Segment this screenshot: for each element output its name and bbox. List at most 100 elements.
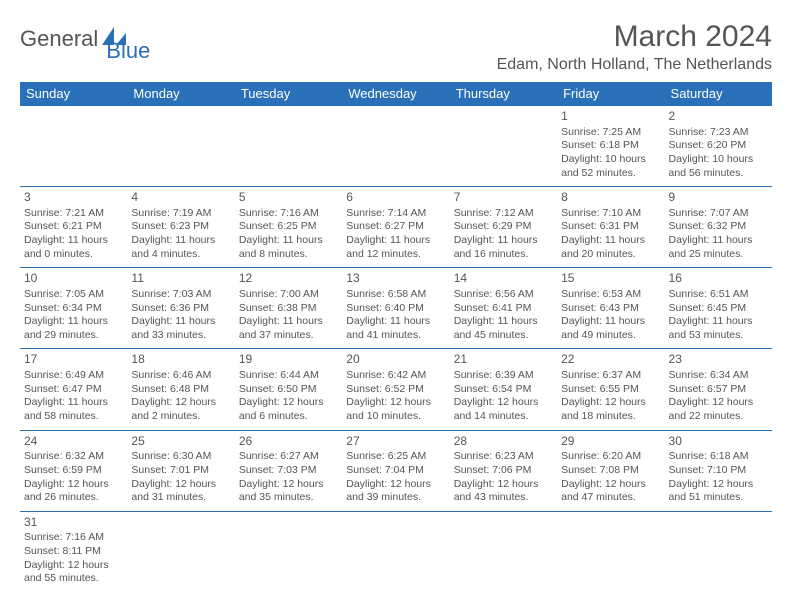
day-number: 3: [24, 190, 123, 206]
sunrise-text: Sunrise: 6:51 AM: [669, 288, 768, 302]
calendar-cell: 22Sunrise: 6:37 AMSunset: 6:55 PMDayligh…: [557, 349, 664, 430]
sunrise-text: Sunrise: 6:23 AM: [454, 450, 553, 464]
day-number: 13: [346, 271, 445, 287]
sunset-text: Sunset: 6:59 PM: [24, 464, 123, 478]
title-block: March 2024 Edam, North Holland, The Neth…: [497, 20, 772, 74]
day-number: 6: [346, 190, 445, 206]
day-number: 23: [669, 352, 768, 368]
daylight-text: Daylight: 10 hours and 56 minutes.: [669, 153, 768, 180]
daylight-text: Daylight: 12 hours and 47 minutes.: [561, 478, 660, 505]
day-number: 26: [239, 434, 338, 450]
sunset-text: Sunset: 6:48 PM: [131, 383, 230, 397]
sunset-text: Sunset: 6:23 PM: [131, 220, 230, 234]
sunrise-text: Sunrise: 7:14 AM: [346, 207, 445, 221]
calendar-cell: 27Sunrise: 6:25 AMSunset: 7:04 PMDayligh…: [342, 430, 449, 511]
sunrise-text: Sunrise: 7:05 AM: [24, 288, 123, 302]
day-number: 24: [24, 434, 123, 450]
calendar-cell: 13Sunrise: 6:58 AMSunset: 6:40 PMDayligh…: [342, 268, 449, 349]
daylight-text: Daylight: 11 hours and 53 minutes.: [669, 315, 768, 342]
sunrise-text: Sunrise: 7:25 AM: [561, 126, 660, 140]
daylight-text: Daylight: 11 hours and 16 minutes.: [454, 234, 553, 261]
daylight-text: Daylight: 12 hours and 2 minutes.: [131, 396, 230, 423]
sunrise-text: Sunrise: 6:42 AM: [346, 369, 445, 383]
calendar-cell: 18Sunrise: 6:46 AMSunset: 6:48 PMDayligh…: [127, 349, 234, 430]
sunset-text: Sunset: 6:34 PM: [24, 302, 123, 316]
day-header: Friday: [557, 82, 664, 106]
calendar-cell: 21Sunrise: 6:39 AMSunset: 6:54 PMDayligh…: [450, 349, 557, 430]
calendar-cell: 8Sunrise: 7:10 AMSunset: 6:31 PMDaylight…: [557, 187, 664, 268]
sunset-text: Sunset: 6:50 PM: [239, 383, 338, 397]
calendar-cell: 24Sunrise: 6:32 AMSunset: 6:59 PMDayligh…: [20, 430, 127, 511]
calendar-cell: 26Sunrise: 6:27 AMSunset: 7:03 PMDayligh…: [235, 430, 342, 511]
sunrise-text: Sunrise: 6:37 AM: [561, 369, 660, 383]
sunset-text: Sunset: 6:27 PM: [346, 220, 445, 234]
sunrise-text: Sunrise: 6:20 AM: [561, 450, 660, 464]
day-number: 5: [239, 190, 338, 206]
day-number: 25: [131, 434, 230, 450]
day-number: 20: [346, 352, 445, 368]
sunset-text: Sunset: 6:45 PM: [669, 302, 768, 316]
sunset-text: Sunset: 6:31 PM: [561, 220, 660, 234]
calendar-table: SundayMondayTuesdayWednesdayThursdayFrid…: [20, 82, 772, 592]
sunset-text: Sunset: 6:21 PM: [24, 220, 123, 234]
sunset-text: Sunset: 7:03 PM: [239, 464, 338, 478]
sunrise-text: Sunrise: 7:16 AM: [239, 207, 338, 221]
calendar-cell: 4Sunrise: 7:19 AMSunset: 6:23 PMDaylight…: [127, 187, 234, 268]
day-header: Wednesday: [342, 82, 449, 106]
sunrise-text: Sunrise: 7:00 AM: [239, 288, 338, 302]
calendar-row: 1Sunrise: 7:25 AMSunset: 6:18 PMDaylight…: [20, 106, 772, 187]
sunrise-text: Sunrise: 6:53 AM: [561, 288, 660, 302]
day-header: Thursday: [450, 82, 557, 106]
day-number: 17: [24, 352, 123, 368]
sunset-text: Sunset: 6:38 PM: [239, 302, 338, 316]
calendar-cell-empty: [450, 511, 557, 592]
sunset-text: Sunset: 7:01 PM: [131, 464, 230, 478]
daylight-text: Daylight: 11 hours and 49 minutes.: [561, 315, 660, 342]
sunrise-text: Sunrise: 7:03 AM: [131, 288, 230, 302]
calendar-cell-empty: [235, 511, 342, 592]
calendar-cell: 15Sunrise: 6:53 AMSunset: 6:43 PMDayligh…: [557, 268, 664, 349]
calendar-row: 3Sunrise: 7:21 AMSunset: 6:21 PMDaylight…: [20, 187, 772, 268]
daylight-text: Daylight: 11 hours and 41 minutes.: [346, 315, 445, 342]
calendar-row: 24Sunrise: 6:32 AMSunset: 6:59 PM Dayligh…: [20, 430, 772, 511]
calendar-cell: 30Sunrise: 6:18 AMSunset: 7:10 PMDayligh…: [665, 430, 772, 511]
day-number: 27: [346, 434, 445, 450]
sunset-text: Sunset: 6:43 PM: [561, 302, 660, 316]
daylight-text: Daylight: 12 hours and 18 minutes.: [561, 396, 660, 423]
calendar-cell: 17Sunrise: 6:49 AMSunset: 6:47 PMDayligh…: [20, 349, 127, 430]
sunrise-text: Sunrise: 7:07 AM: [669, 207, 768, 221]
day-header: Sunday: [20, 82, 127, 106]
sunrise-text: Sunrise: 6:49 AM: [24, 369, 123, 383]
sunset-text: Sunset: 6:32 PM: [669, 220, 768, 234]
calendar-cell: 31Sunrise: 7:16 AMSunset: 8:11 PMDayligh…: [20, 511, 127, 592]
sunset-text: Sunset: 6:52 PM: [346, 383, 445, 397]
sunrise-text: Sunrise: 6:56 AM: [454, 288, 553, 302]
daylight-text: Daylight: 12 hours and 43 minutes.: [454, 478, 553, 505]
sunset-text: Sunset: 6:20 PM: [669, 139, 768, 153]
daylight-text: Daylight: 11 hours and 29 minutes.: [24, 315, 123, 342]
calendar-cell: 16Sunrise: 6:51 AMSunset: 6:45 PMDayligh…: [665, 268, 772, 349]
sunset-text: Sunset: 6:40 PM: [346, 302, 445, 316]
day-number: 21: [454, 352, 553, 368]
day-number: 8: [561, 190, 660, 206]
sunrise-text: Sunrise: 6:27 AM: [239, 450, 338, 464]
calendar-row: 10Sunrise: 7:05 AMSunset: 6:34 PMDayligh…: [20, 268, 772, 349]
calendar-cell: 6Sunrise: 7:14 AMSunset: 6:27 PMDaylight…: [342, 187, 449, 268]
day-number: 10: [24, 271, 123, 287]
calendar-cell: 9Sunrise: 7:07 AMSunset: 6:32 PMDaylight…: [665, 187, 772, 268]
sunset-text: Sunset: 6:29 PM: [454, 220, 553, 234]
logo: General Blue: [20, 26, 174, 52]
sunrise-text: Sunrise: 6:32 AM: [24, 450, 123, 464]
calendar-cell-empty: [450, 106, 557, 187]
sunset-text: Sunset: 6:25 PM: [239, 220, 338, 234]
calendar-cell: 7Sunrise: 7:12 AMSunset: 6:29 PMDaylight…: [450, 187, 557, 268]
daylight-text: Daylight: 11 hours and 8 minutes.: [239, 234, 338, 261]
day-number: 12: [239, 271, 338, 287]
sunrise-text: Sunrise: 7:12 AM: [454, 207, 553, 221]
sunrise-text: Sunrise: 6:34 AM: [669, 369, 768, 383]
calendar-cell-empty: [342, 511, 449, 592]
daylight-text: Daylight: 11 hours and 12 minutes.: [346, 234, 445, 261]
calendar-cell-empty: [127, 106, 234, 187]
logo-text-blue: Blue: [106, 38, 150, 64]
sunrise-text: Sunrise: 6:58 AM: [346, 288, 445, 302]
